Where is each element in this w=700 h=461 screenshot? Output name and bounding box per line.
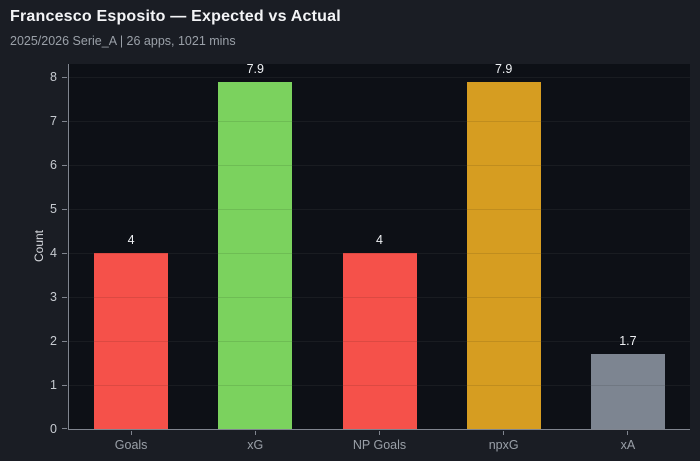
x-axis: Goals xG NP Goals npxG xA [69,430,690,458]
gridline-y6 [69,164,690,166]
y-tick-mark [62,208,67,210]
x-tick-label-npxg: npxG [488,438,519,452]
y-tick-mark [62,428,67,429]
y-tick-label: 6 [50,158,57,173]
x-tick-mark [627,431,629,435]
bar-value-label: 7.9 [246,61,264,76]
y-tick-mark [62,76,67,78]
y-tick-label: 2 [50,334,57,349]
bar-np-goals [342,253,417,429]
y-tick-label: 5 [50,202,57,217]
x-tick-mark [254,431,256,435]
y-tick-mark [62,252,67,254]
gridline-y5 [69,208,690,210]
bar-npxg [466,81,541,429]
bar-value-label: 1.7 [619,334,637,349]
y-tick-label: 0 [50,422,57,436]
y-tick-mark [62,340,67,342]
bar-value-label: 7.9 [494,61,513,76]
plot-area: 4 7.9 4 7.9 1.7 [68,61,690,430]
x-tick-label-xg: xG [247,438,264,452]
bar-goals [94,253,169,429]
y-tick-label: 1 [50,378,57,393]
y-axis: 0 1 2 3 4 5 6 7 8 [0,64,68,436]
x-tick-label-goals: Goals [114,438,148,452]
x-tick-mark [130,431,132,435]
gridline-y8 [69,76,690,78]
x-tick-label-np-goals: NP Goals [352,438,407,452]
gridline-y7 [69,120,690,122]
y-tick-mark [62,164,67,166]
bar-xa [590,354,665,429]
chart-subtitle: 2025/2026 Serie_A | 26 apps, 1021 mins [10,34,236,48]
y-tick-mark [62,296,67,298]
y-tick-label: 7 [50,114,57,129]
y-tick-label: 4 [50,246,57,261]
y-tick-label: 3 [50,290,57,305]
y-tick-mark [62,120,67,122]
bar-value-label: 4 [127,233,135,248]
x-tick-mark [379,431,380,435]
y-tick-label: 8 [50,70,57,85]
y-tick-mark [62,384,67,386]
bar-value-label: 4 [376,233,383,248]
x-tick-label-xa: xA [620,438,636,452]
x-tick-mark [503,431,505,435]
bar-xg [218,81,293,429]
chart-title: Francesco Esposito — Expected vs Actual [10,8,341,25]
